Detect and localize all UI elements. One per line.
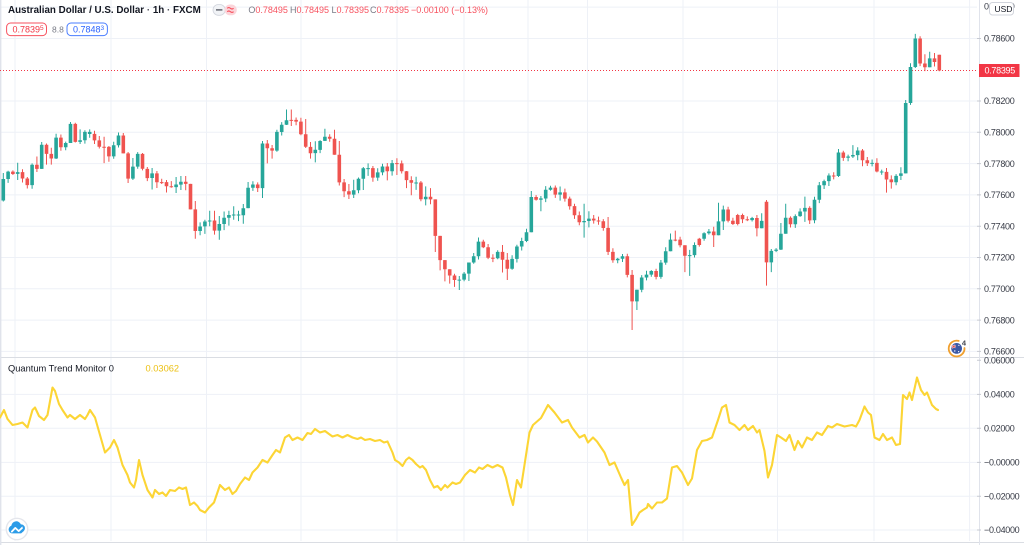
- svg-text:C0.78395: C0.78395: [370, 5, 409, 15]
- svg-text:0.78200: 0.78200: [984, 96, 1015, 106]
- svg-text:8.8: 8.8: [52, 24, 64, 34]
- svg-text:0.77200: 0.77200: [984, 253, 1015, 263]
- svg-text:0.78000: 0.78000: [984, 128, 1015, 138]
- svg-text:0.78600: 0.78600: [984, 34, 1015, 44]
- svg-text:−0.04000: −0.04000: [984, 525, 1020, 535]
- svg-text:−0.00000: −0.00000: [984, 458, 1020, 468]
- svg-text:Australian Dollar / U.S. Dolla: Australian Dollar / U.S. Dollar · 1h · F…: [8, 5, 201, 16]
- svg-text:0.77600: 0.77600: [984, 190, 1015, 200]
- svg-text:−0.00100 (−0.13%): −0.00100 (−0.13%): [411, 5, 488, 15]
- svg-text:Quantum Trend Monitor 0: Quantum Trend Monitor 0: [8, 364, 114, 374]
- svg-text:0.78395: 0.78395: [985, 66, 1016, 76]
- svg-text:−0.02000: −0.02000: [984, 491, 1020, 501]
- svg-text:0.76800: 0.76800: [984, 315, 1015, 325]
- svg-text:USD: USD: [995, 4, 1013, 14]
- svg-text:O0.78495: O0.78495: [248, 5, 288, 15]
- svg-text:0.76600: 0.76600: [984, 347, 1015, 357]
- svg-text:0.04000: 0.04000: [984, 390, 1015, 400]
- svg-text:0.77800: 0.77800: [984, 159, 1015, 169]
- svg-text:L0.78395: L0.78395: [332, 5, 370, 15]
- svg-text:0.77000: 0.77000: [984, 284, 1015, 294]
- svg-text:0.77400: 0.77400: [984, 221, 1015, 231]
- svg-text:0.02000: 0.02000: [984, 423, 1015, 433]
- svg-text:H0.78495: H0.78495: [290, 5, 329, 15]
- svg-text:0.03062: 0.03062: [146, 364, 180, 374]
- svg-text:0.78483: 0.78483: [73, 25, 105, 35]
- svg-text:4: 4: [962, 339, 967, 348]
- svg-text:0.06000: 0.06000: [984, 355, 1015, 365]
- svg-text:0.78395: 0.78395: [13, 25, 45, 35]
